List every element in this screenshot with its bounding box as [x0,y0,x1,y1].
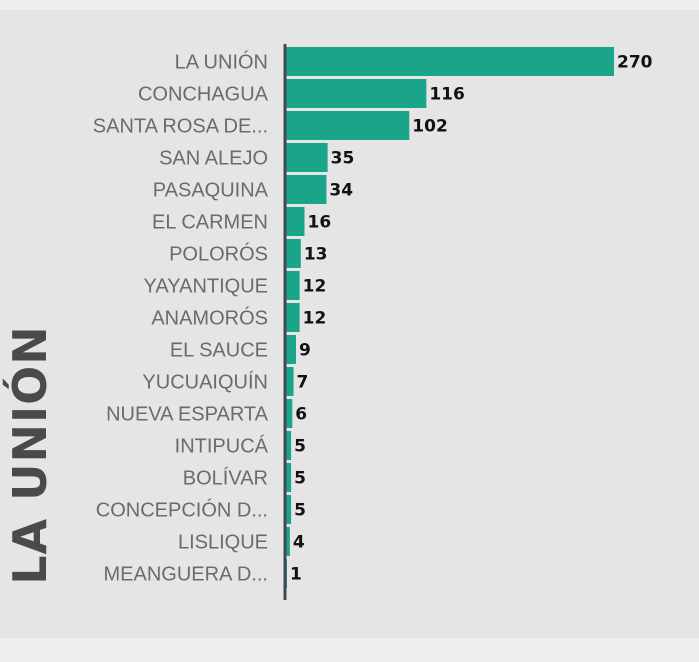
bar [285,175,327,204]
bar [285,367,294,396]
bar [285,79,427,108]
category-label: YAYANTIQUE [144,276,268,298]
bar [285,303,300,332]
category-label: YUCUAIQUÍN [142,371,268,394]
category-label: MEANGUERA D... [104,564,268,586]
bar [285,463,292,492]
bar [285,527,290,556]
value-label: 1 [290,565,302,585]
value-label: 34 [329,181,353,201]
bar [285,143,328,172]
bar [285,239,301,268]
category-label: ANAMORÓS [151,307,268,330]
category-label: EL CARMEN [152,212,268,234]
bar [285,495,292,524]
category-label: CONCHAGUA [138,84,269,106]
value-label: 116 [429,85,465,105]
category-label: CONCEPCIÓN D... [96,499,268,522]
value-label: 12 [303,277,327,297]
value-label: 5 [294,437,306,457]
value-label: 270 [617,53,653,73]
category-label: BOLÍVAR [183,467,268,490]
value-label: 35 [331,149,355,169]
value-label: 16 [307,213,331,233]
category-label: INTIPUCÁ [175,435,269,458]
bar [285,111,410,140]
bar [285,399,293,428]
bar [285,431,292,460]
bar [285,335,296,364]
value-label: 5 [294,469,306,489]
bar [285,47,614,76]
category-label: NUEVA ESPARTA [106,404,269,426]
value-label: 13 [304,245,328,265]
value-label: 4 [293,533,305,553]
value-label: 12 [303,309,327,329]
category-label: PASAQUINA [153,180,269,202]
value-label: 5 [294,501,306,521]
category-label: POLORÓS [169,243,268,266]
value-label: 9 [299,341,311,361]
category-label: SAN ALEJO [159,148,268,170]
category-label: LA UNIÓN [175,51,268,74]
value-label: 6 [295,405,307,425]
category-label: SANTA ROSA DE... [93,116,268,138]
value-label: 7 [297,373,309,393]
value-label: 102 [412,117,448,137]
category-label: LISLIQUE [178,532,268,554]
bar [285,207,305,236]
bar [285,271,300,300]
category-label: EL SAUCE [170,340,268,362]
